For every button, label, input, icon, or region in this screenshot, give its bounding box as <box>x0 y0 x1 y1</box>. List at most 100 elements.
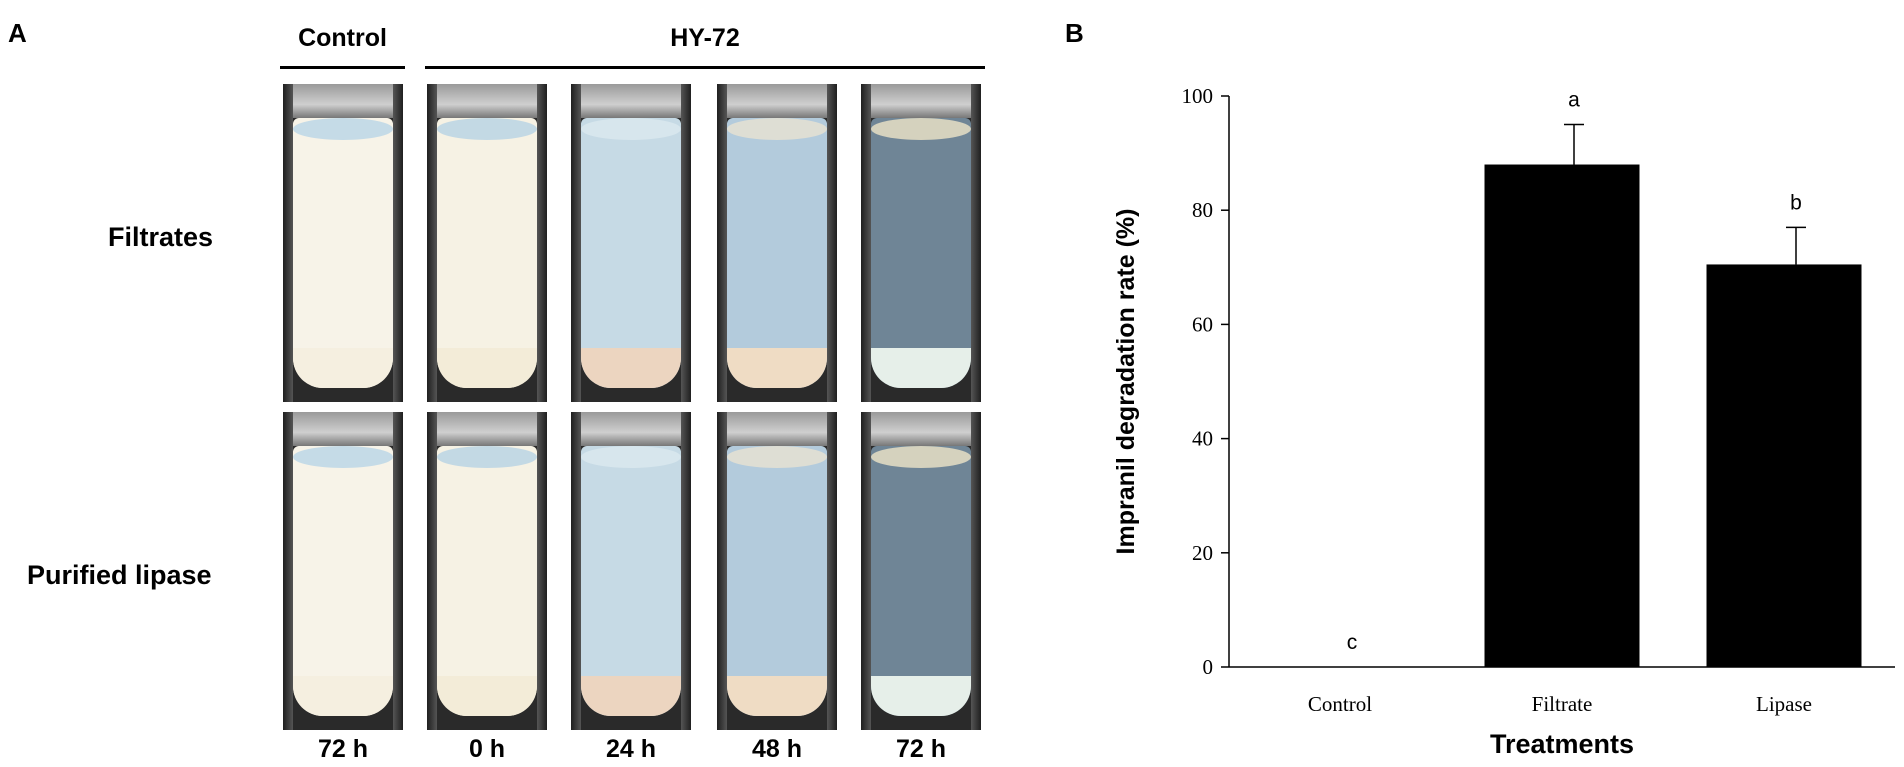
tube-glass-r <box>827 412 837 730</box>
tube-sediment <box>871 348 971 388</box>
tube-photo <box>861 84 981 402</box>
tube-rim <box>427 412 547 446</box>
bar <box>1706 264 1862 667</box>
tube-meniscus <box>581 446 681 468</box>
tube-glass-r <box>393 412 403 730</box>
tube-meniscus <box>293 446 393 468</box>
time-label: 0 h <box>468 735 506 763</box>
time-label: 24 h <box>605 735 657 763</box>
tube-sediment <box>581 676 681 716</box>
tube-glass-l <box>861 84 871 402</box>
tube-rim <box>861 412 981 446</box>
tube-rim <box>717 84 837 118</box>
tube-liquid <box>581 446 681 716</box>
control-group-label: Control <box>298 24 387 52</box>
tube-glass-r <box>393 84 403 402</box>
tube-meniscus <box>293 118 393 140</box>
tube-photo <box>571 412 691 730</box>
y-tick-label: 80 <box>1192 198 1213 222</box>
control-group-line <box>280 66 405 69</box>
tube-rim <box>571 412 691 446</box>
tube-photo <box>283 84 403 402</box>
y-tick-label: 100 <box>1182 84 1214 108</box>
tube-liquid <box>293 446 393 716</box>
tube-glass-r <box>537 412 547 730</box>
bar <box>1484 164 1640 667</box>
tube-meniscus <box>437 446 537 468</box>
tube-sediment <box>581 348 681 388</box>
tube-sediment <box>437 348 537 388</box>
hy72-group-line <box>425 66 985 69</box>
tube-liquid <box>727 446 827 716</box>
significance-label: b <box>1790 191 1802 214</box>
tube-glass-l <box>861 412 871 730</box>
tube-sediment <box>293 348 393 388</box>
tube-meniscus <box>871 118 971 140</box>
tube-glass-l <box>717 412 727 730</box>
tube-liquid <box>437 118 537 388</box>
tube-rim <box>283 412 403 446</box>
tube-meniscus <box>727 446 827 468</box>
tube-photo <box>283 412 403 730</box>
tube-glass-l <box>283 84 293 402</box>
tube-liquid <box>437 446 537 716</box>
x-tick-label: Lipase <box>1756 692 1812 716</box>
x-axis-title: Treatments <box>1490 729 1634 759</box>
y-tick-label: 0 <box>1203 655 1214 679</box>
tube-rim <box>571 84 691 118</box>
row-label-filtrates: Filtrates <box>108 222 214 252</box>
tube-meniscus <box>871 446 971 468</box>
tube-photo <box>427 412 547 730</box>
tube-liquid <box>871 118 971 388</box>
tube-glass-r <box>971 84 981 402</box>
tube-photo <box>861 412 981 730</box>
tube-sediment <box>727 676 827 716</box>
tube-glass-r <box>681 412 691 730</box>
tube-liquid <box>293 118 393 388</box>
y-axis-title: Impranil degradation rate (%) <box>1112 209 1140 555</box>
tube-glass-l <box>427 412 437 730</box>
row-label-purified-lipase: Purified lipase <box>27 560 212 590</box>
tube-glass-r <box>827 84 837 402</box>
tube-glass-l <box>571 84 581 402</box>
tube-meniscus <box>727 118 827 140</box>
x-tick-label: Filtrate <box>1532 692 1593 716</box>
y-tick-label: 40 <box>1192 427 1213 451</box>
y-tick-label: 60 <box>1192 312 1213 336</box>
time-label: 72 h <box>895 735 947 763</box>
time-label: 72 h <box>317 735 369 763</box>
tube-sediment <box>871 676 971 716</box>
time-label: 48 h <box>751 735 803 763</box>
tube-rim <box>427 84 547 118</box>
tube-photo <box>427 84 547 402</box>
tube-meniscus <box>437 118 537 140</box>
tube-glass-l <box>571 412 581 730</box>
tube-rim <box>717 412 837 446</box>
tube-rim <box>283 84 403 118</box>
tube-glass-l <box>283 412 293 730</box>
tube-meniscus <box>581 118 681 140</box>
significance-label: c <box>1347 631 1358 654</box>
tube-glass-r <box>681 84 691 402</box>
tube-glass-l <box>427 84 437 402</box>
significance-label: a <box>1568 89 1580 112</box>
tube-glass-r <box>971 412 981 730</box>
hy72-group-label: HY-72 <box>670 24 740 52</box>
tube-photo <box>571 84 691 402</box>
panel-b-letter: B <box>1065 18 1084 48</box>
tube-liquid <box>871 446 971 716</box>
y-tick-label: 20 <box>1192 541 1213 565</box>
tube-sediment <box>293 676 393 716</box>
tube-rim <box>861 84 981 118</box>
tube-glass-l <box>717 84 727 402</box>
tube-liquid <box>727 118 827 388</box>
tube-sediment <box>437 676 537 716</box>
tube-glass-r <box>537 84 547 402</box>
x-tick-label: Control <box>1308 692 1372 716</box>
tube-photo <box>717 412 837 730</box>
tube-photo <box>717 84 837 402</box>
tube-liquid <box>581 118 681 388</box>
degradation-bar-chart: 0 20 40 60 80 100 c Control a Filtrate b Lipase Trea… <box>1112 84 1895 759</box>
tube-sediment <box>727 348 827 388</box>
panel-a-letter: A <box>8 18 27 48</box>
